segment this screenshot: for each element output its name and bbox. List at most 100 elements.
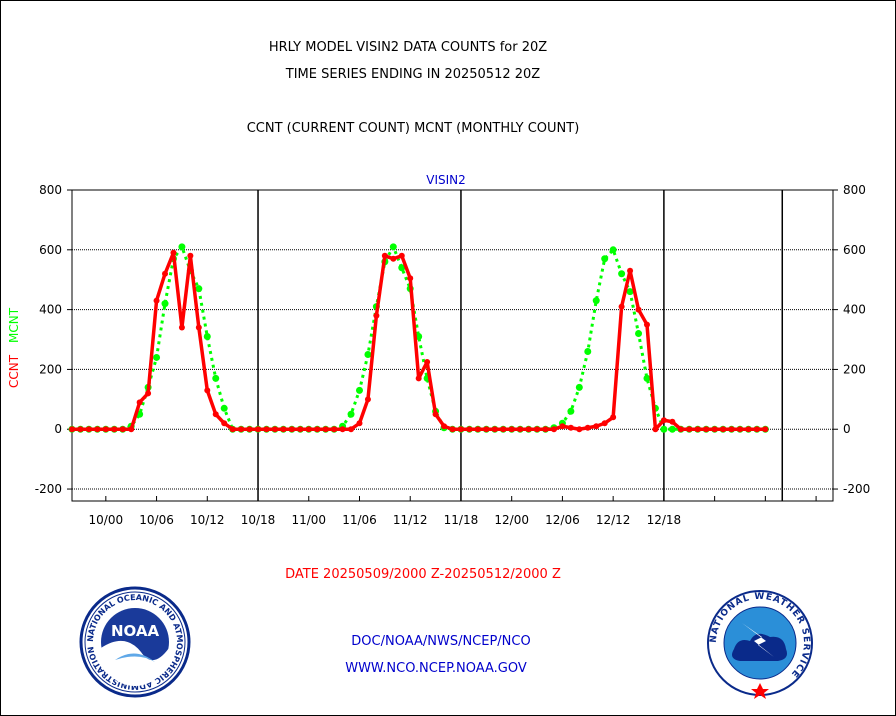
point-mcnt (203, 333, 211, 341)
series-line-mcnt (72, 245, 766, 431)
point-ccnt (584, 424, 591, 431)
point-ccnt (720, 426, 727, 433)
point-ccnt (364, 396, 371, 403)
point-ccnt (635, 306, 642, 313)
point-ccnt (643, 321, 650, 328)
y-tick-label-left: 800 (39, 183, 62, 197)
chart-title-line-1: HRLY MODEL VISIN2 DATA COUNTS for 20Z (269, 40, 547, 55)
point-ccnt (415, 375, 422, 382)
point-mcnt (389, 243, 397, 251)
point-ccnt (136, 399, 143, 406)
point-ccnt (474, 426, 481, 433)
x-tick-label: 10/18 (241, 513, 276, 527)
point-ccnt (398, 252, 405, 259)
point-ccnt (525, 426, 532, 433)
x-tick-label: 12/18 (647, 513, 682, 527)
x-tick-label: 11/00 (291, 513, 326, 527)
point-ccnt (195, 324, 202, 331)
point-ccnt (288, 426, 295, 433)
point-ccnt (466, 426, 473, 433)
point-ccnt (69, 426, 75, 433)
point-ccnt (162, 270, 169, 277)
point-ccnt (119, 426, 126, 433)
plot-title: VISIN2 (426, 173, 466, 187)
point-ccnt (703, 426, 710, 433)
point-ccnt (204, 387, 211, 394)
x-tick-label: 12/12 (596, 513, 631, 527)
point-ccnt (424, 358, 431, 365)
point-ccnt (500, 426, 507, 433)
y-tick-label-left: 200 (39, 362, 62, 376)
y-tick-label-right: 600 (843, 243, 866, 257)
y-tick-label-right: 800 (843, 183, 866, 197)
point-ccnt (660, 417, 667, 424)
point-ccnt (508, 426, 515, 433)
point-mcnt (153, 353, 161, 361)
y-tick-label-right: 200 (843, 362, 866, 376)
point-mcnt (618, 270, 626, 278)
point-ccnt (297, 426, 304, 433)
point-ccnt (457, 426, 464, 433)
point-ccnt (550, 426, 557, 433)
point-mcnt (601, 255, 609, 263)
point-ccnt (331, 426, 338, 433)
svg-text:NOAA: NOAA (111, 622, 160, 640)
x-tick-label: 10/06 (139, 513, 174, 527)
point-ccnt (85, 426, 92, 433)
point-mcnt (355, 386, 363, 394)
date-range: DATE 20250509/2000 Z-20250512/2000 Z (285, 567, 561, 582)
point-mcnt (178, 243, 186, 251)
y-tick-label-left: 0 (54, 422, 62, 436)
point-mcnt (660, 425, 668, 433)
point-ccnt (322, 426, 329, 433)
point-mcnt (220, 404, 228, 412)
point-ccnt (170, 249, 177, 256)
x-tick-label: 12/06 (545, 513, 580, 527)
point-ccnt (187, 252, 194, 259)
point-ccnt (669, 418, 676, 425)
point-mcnt (668, 425, 676, 433)
point-ccnt (305, 426, 312, 433)
point-ccnt (517, 426, 524, 433)
point-ccnt (694, 426, 701, 433)
point-ccnt (686, 426, 693, 433)
y-tick-label-left: 600 (39, 243, 62, 257)
point-mcnt (364, 350, 372, 358)
point-mcnt (161, 300, 169, 308)
point-ccnt (559, 423, 566, 430)
point-mcnt (635, 330, 643, 338)
point-ccnt (610, 414, 617, 421)
point-ccnt (441, 423, 448, 430)
site-url[interactable]: WWW.NCO.NCEP.NOAA.GOV (345, 661, 527, 676)
nws-logo: NATIONAL WEATHER SERVICE (707, 590, 813, 699)
point-ccnt (94, 426, 101, 433)
y-tick-label-left: -200 (35, 482, 62, 496)
point-ccnt (280, 426, 287, 433)
point-ccnt (229, 426, 236, 433)
point-mcnt (592, 297, 600, 305)
point-ccnt (255, 426, 262, 433)
point-ccnt (356, 420, 363, 427)
point-ccnt (652, 426, 659, 433)
point-mcnt (626, 288, 634, 296)
x-tick-label: 11/06 (342, 513, 377, 527)
point-mcnt (567, 407, 575, 415)
point-ccnt (246, 426, 253, 433)
point-ccnt (153, 297, 160, 304)
point-ccnt (271, 426, 278, 433)
point-ccnt (491, 426, 498, 433)
point-ccnt (677, 426, 684, 433)
point-ccnt (339, 426, 346, 433)
point-ccnt (627, 267, 634, 274)
point-ccnt (449, 426, 456, 433)
y-tick-label-left: 400 (39, 303, 62, 317)
point-ccnt (212, 411, 219, 418)
point-mcnt (212, 374, 220, 382)
noaa-logo: NATIONAL OCEANIC AND ATMOSPHERIC ADMINIS… (79, 586, 191, 698)
point-ccnt (373, 312, 380, 319)
point-ccnt (102, 426, 109, 433)
point-ccnt (593, 423, 600, 430)
point-ccnt (128, 426, 135, 433)
point-ccnt (407, 275, 414, 282)
